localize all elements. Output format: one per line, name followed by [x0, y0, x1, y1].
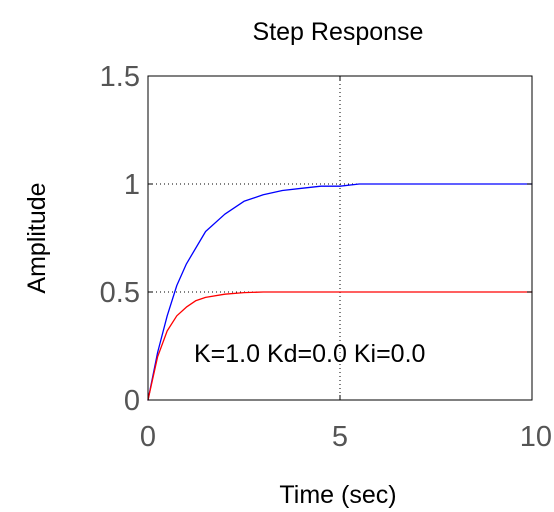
- x-axis-label: Time (sec): [279, 481, 396, 509]
- y-tick-label-1: 0.5: [100, 277, 140, 309]
- x-tick-label-2: 10: [520, 421, 552, 453]
- tick-layer: 0 5 10 0 0.5 1 1.5: [100, 61, 552, 453]
- parameter-annotation: K=1.0 Kd=0.0 Ki=0.0: [194, 340, 425, 368]
- series-line-0: [147, 183, 533, 401]
- y-tick-label-3: 1.5: [100, 61, 140, 93]
- series-line-1: [147, 291, 533, 401]
- y-axis-label: Amplitude: [23, 182, 51, 293]
- x-tick-label-0: 0: [140, 421, 156, 453]
- y-tick-label-0: 0: [124, 385, 140, 417]
- chart-title: Step Response: [253, 18, 424, 46]
- x-tick-label-1: 5: [332, 421, 348, 453]
- y-tick-label-2: 1: [124, 169, 140, 201]
- series-layer: [147, 183, 533, 401]
